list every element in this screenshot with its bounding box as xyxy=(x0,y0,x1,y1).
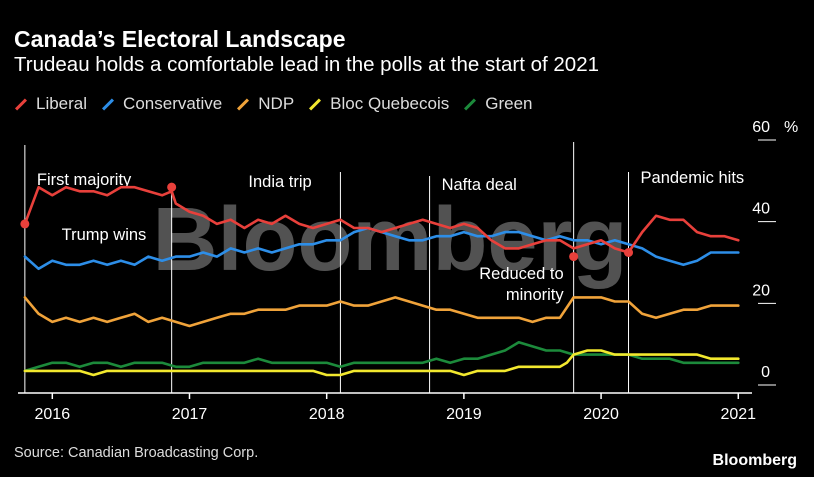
legend-item-liberal: Liberal xyxy=(14,94,87,114)
bloomberg-logo: Bloomberg xyxy=(712,452,797,469)
event-marker xyxy=(20,219,30,229)
event-label: India trip xyxy=(248,173,311,191)
series-line-green xyxy=(23,340,740,373)
x-tick-label: 2017 xyxy=(172,406,208,423)
legend-item-conservative: Conservative xyxy=(101,94,222,114)
y-tick-label: 60 xyxy=(752,119,770,136)
event-label: Trump wins xyxy=(62,226,147,244)
event-marker xyxy=(624,248,634,257)
event-label: Nafta deal xyxy=(442,176,517,194)
x-tick-label: 2021 xyxy=(720,406,756,423)
x-tick-label: 2018 xyxy=(309,406,345,423)
legend-item-bloc: Bloc Quebecois xyxy=(308,94,449,114)
series-line-ndp xyxy=(23,296,740,328)
y-unit-label: % xyxy=(784,119,798,136)
chart-title: Canada’s Electoral Landscape xyxy=(14,26,346,52)
y-tick-label: 40 xyxy=(752,201,770,218)
source-note: Source: Canadian Broadcasting Corp. xyxy=(14,445,259,461)
series-line-bloc-quebecois xyxy=(23,349,740,377)
event-marker xyxy=(167,182,177,192)
event-label: minority xyxy=(506,286,565,304)
legend-label-ndp: NDP xyxy=(258,94,295,113)
legend-label-conservative: Conservative xyxy=(123,94,223,113)
legend-label-liberal: Liberal xyxy=(36,94,88,113)
event-label: First majority xyxy=(37,171,132,189)
y-tick-label: 0 xyxy=(761,364,770,381)
legend-item-ndp: NDP xyxy=(236,94,294,114)
x-tick-label: 2020 xyxy=(583,406,619,423)
event-label: Reduced to xyxy=(479,265,563,283)
y-tick-label: 20 xyxy=(752,282,770,299)
legend-label-bloc: Bloc Quebecois xyxy=(330,94,450,113)
legend-label-green: Green xyxy=(485,94,533,113)
event-label: Pandemic hits xyxy=(641,169,745,187)
chart-subtitle: Trudeau holds a comfortable lead in the … xyxy=(14,53,599,76)
x-tick-label: 2016 xyxy=(35,406,71,423)
legend-item-green: Green xyxy=(463,94,533,114)
legend: Liberal Conservative NDP Bloc Quebecois … xyxy=(14,94,533,114)
x-tick-label: 2019 xyxy=(446,406,482,423)
series-line-liberal xyxy=(23,185,740,254)
event-marker xyxy=(569,252,579,262)
